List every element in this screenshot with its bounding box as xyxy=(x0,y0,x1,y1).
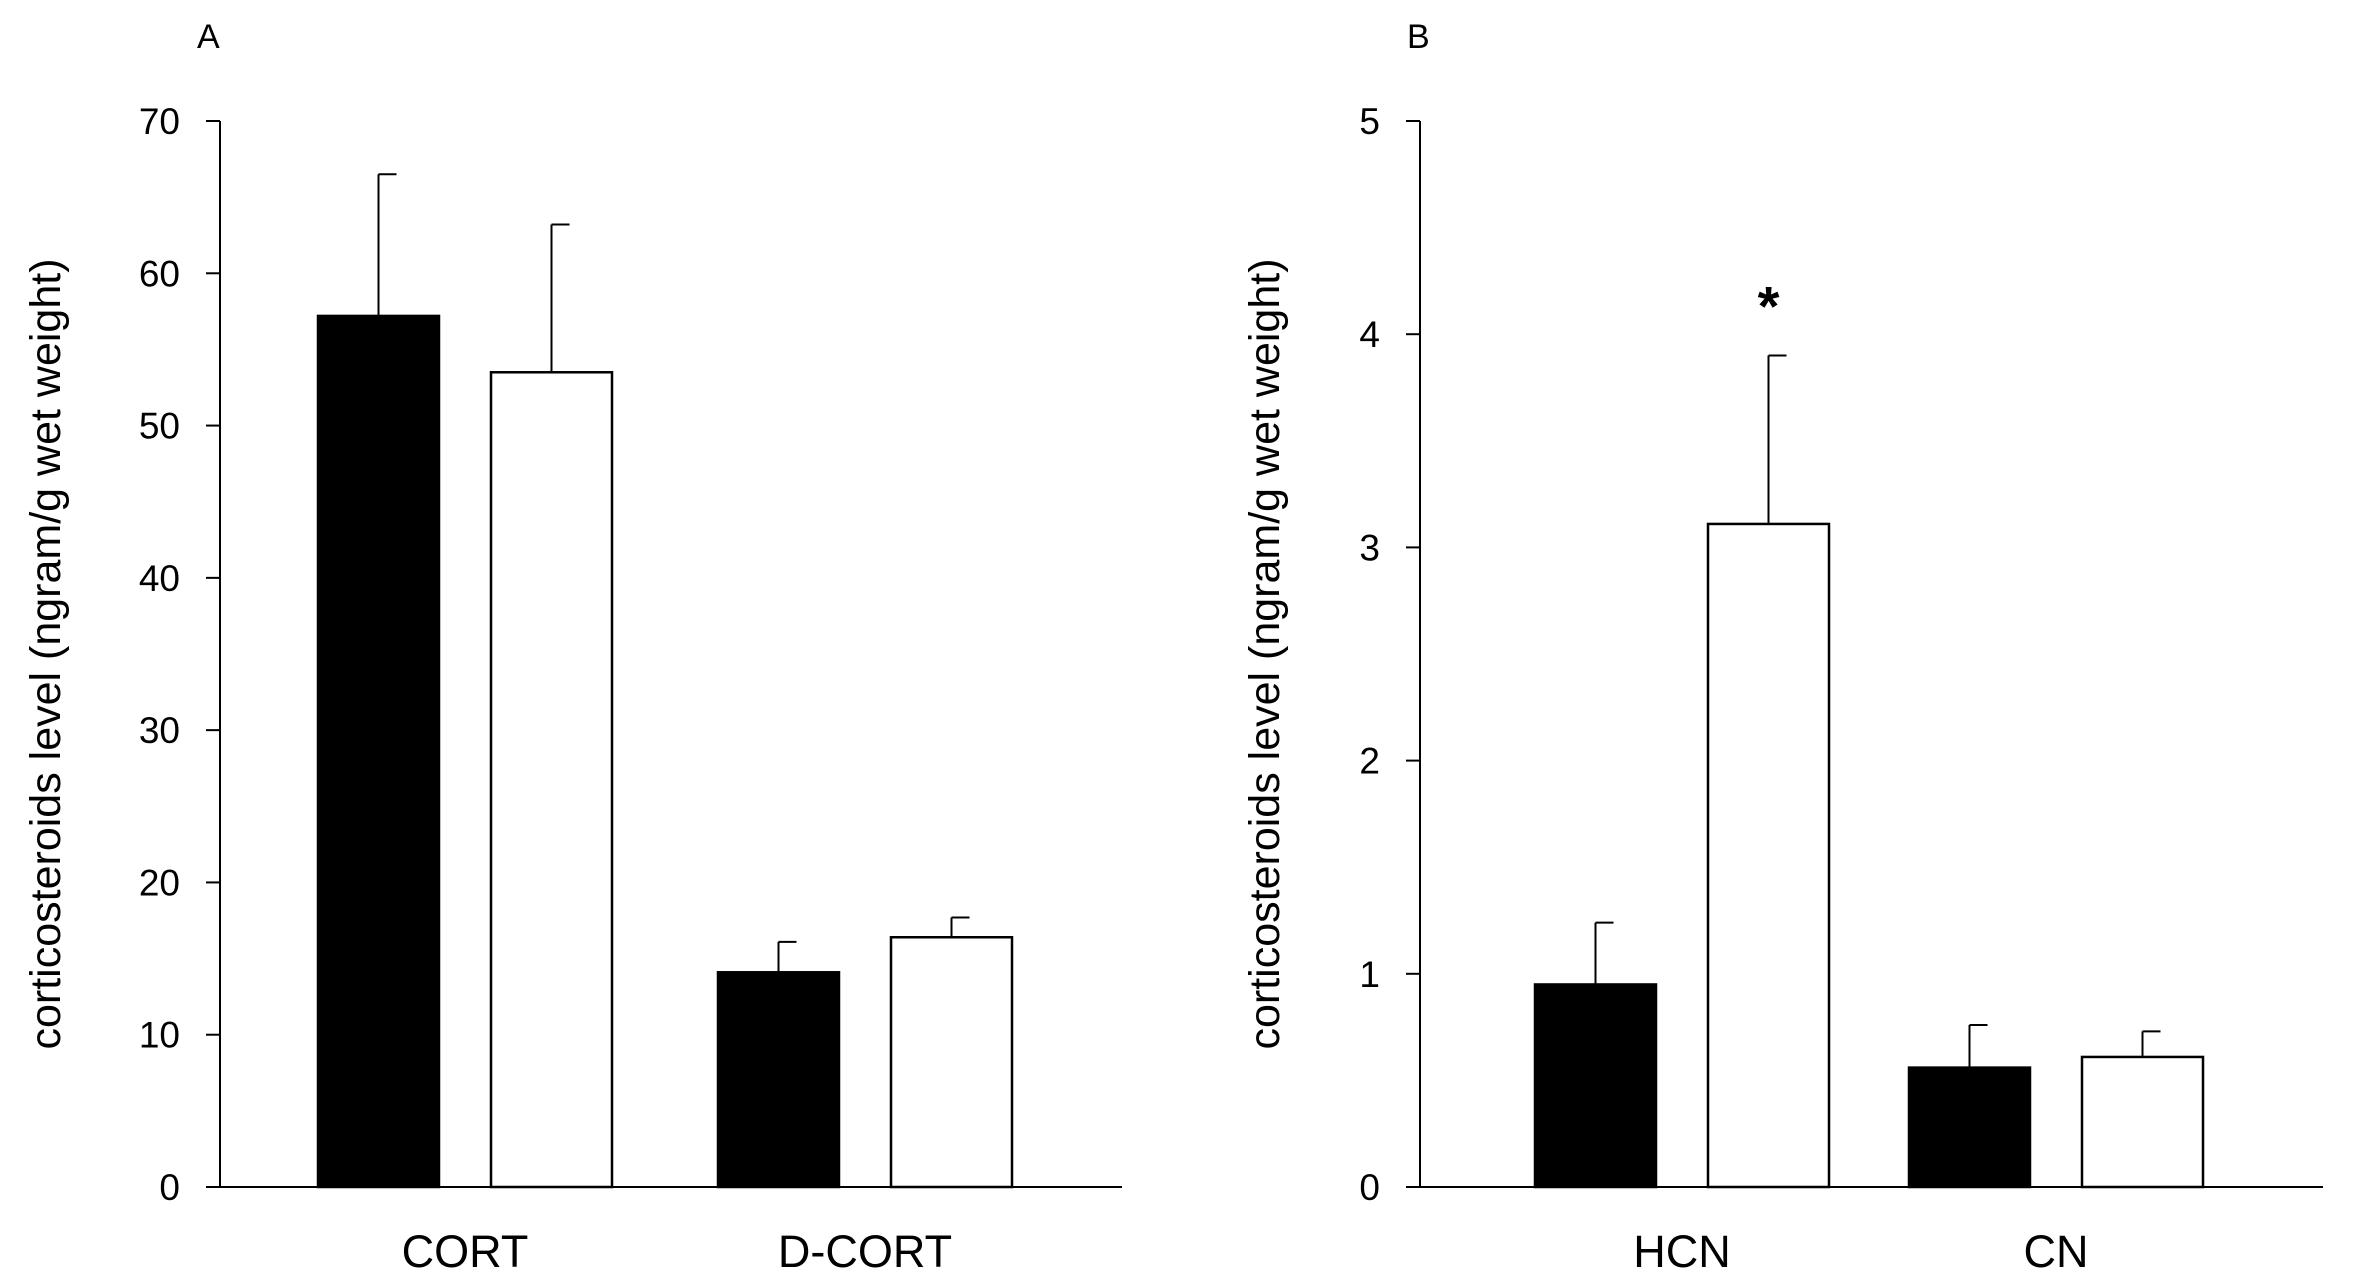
bar xyxy=(1706,522,1831,1189)
y-tick-label: 0 xyxy=(1359,1167,1380,1208)
y-tick-label: 0 xyxy=(159,1167,180,1208)
panel-label: B xyxy=(1407,18,1430,56)
y-tick-label: 4 xyxy=(1359,314,1380,355)
significance-annotation: * xyxy=(1758,275,1780,338)
y-tick-label: 1 xyxy=(1359,954,1380,995)
y-tick-label: 70 xyxy=(139,101,180,142)
category-label: D-CORT xyxy=(778,1226,952,1277)
y-tick-label: 30 xyxy=(139,710,180,751)
y-tick-label: 10 xyxy=(139,1015,180,1056)
bar xyxy=(1907,1066,2032,1189)
y-tick-label: 20 xyxy=(139,862,180,903)
category-label: HCN xyxy=(1633,1226,1731,1277)
bar xyxy=(316,314,441,1189)
bar xyxy=(716,971,841,1189)
panel-label: A xyxy=(197,18,220,56)
bar xyxy=(2080,1055,2205,1189)
category-label: CORT xyxy=(402,1226,529,1277)
y-tick-label: 50 xyxy=(139,406,180,447)
y-tick-label: 3 xyxy=(1359,527,1380,568)
y-tick-label: 5 xyxy=(1359,101,1380,142)
y-tick-label: 40 xyxy=(139,558,180,599)
y-axis-title: corticosteroids level (ngram/g wet weigh… xyxy=(1241,258,1289,1049)
y-axis-title: corticosteroids level (ngram/g wet weigh… xyxy=(22,258,70,1049)
bar xyxy=(889,936,1014,1189)
y-tick-label: 60 xyxy=(139,253,180,294)
y-tick-label: 2 xyxy=(1359,741,1380,782)
bar xyxy=(1533,983,1658,1189)
category-label: CN xyxy=(2024,1226,2089,1277)
bar xyxy=(489,371,614,1189)
